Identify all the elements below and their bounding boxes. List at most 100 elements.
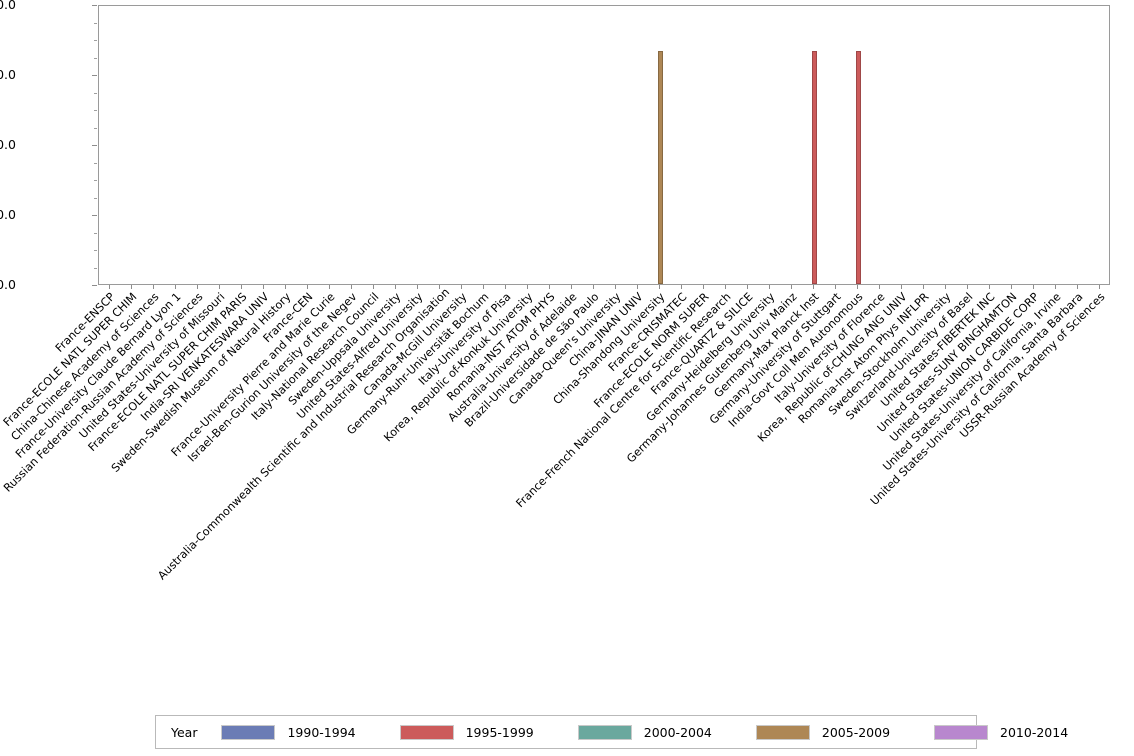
x-tick-mark — [835, 285, 836, 289]
legend-swatch — [221, 724, 276, 740]
bar[interactable] — [811, 50, 817, 284]
x-tick-label: France-ENSCP — [52, 290, 118, 355]
x-tick-label: Switzerland-University of Basel — [843, 290, 976, 423]
y-tick-mark — [92, 75, 97, 76]
x-tick-label: Germany-Johannes Gutenberg Univ Mainz — [624, 290, 800, 466]
legend-label: 1995-1999 — [465, 724, 534, 740]
bar[interactable] — [657, 50, 663, 284]
y-tick-minor-mark — [94, 162, 97, 164]
x-tick-label: United States-University of California, … — [880, 290, 1064, 474]
x-tick-mark — [131, 285, 132, 289]
legend-label: 2010-2014 — [1000, 724, 1069, 740]
x-tick-mark — [703, 285, 704, 289]
x-tick-label: India-SRI VENKATESWARA UNIV — [138, 290, 272, 424]
x-tick-label: Germany-University of Stuttgart — [707, 290, 844, 427]
x-tick-mark — [285, 285, 286, 289]
x-tick-mark — [549, 285, 550, 289]
legend-entry[interactable]: 2010-2014 — [934, 724, 1112, 740]
x-tick-mark — [769, 285, 770, 289]
x-tick-mark — [505, 285, 506, 289]
x-tick-label: Israel-Ben-Gurion University of the Nege… — [185, 290, 360, 465]
x-tick-label: France-CRISMATEC — [605, 290, 690, 374]
y-tick-minor-mark — [94, 92, 97, 94]
legend-entry[interactable]: 2005-2009 — [755, 724, 934, 740]
x-tick-mark — [637, 285, 638, 289]
bar[interactable] — [855, 50, 861, 284]
x-tick-mark — [109, 285, 110, 289]
legend-label: 1990-1994 — [287, 724, 356, 740]
x-tick-label: France-ECOLE NORM SUPER — [591, 290, 712, 411]
x-tick-mark — [659, 285, 660, 289]
y-tick-minor-mark — [94, 40, 97, 41]
x-tick-label: France-CEN — [260, 290, 316, 346]
x-tick-label: Russian Federation-Russian Academy of Sc… — [1, 290, 206, 495]
x-tick-label: Romania-Inst Atom Phys INFLPR — [795, 290, 932, 427]
x-tick-mark — [527, 285, 528, 289]
x-tick-label: Australia-University of Adelaide — [445, 290, 580, 425]
x-tick-label: Sweden-Uppsala University — [285, 290, 404, 408]
x-tick-label: France-QUARTZ & SILICE — [648, 290, 756, 398]
x-tick-mark — [967, 285, 968, 289]
x-tick-label: France-University Claude Bernard Lyon 1 — [13, 290, 184, 461]
x-tick-mark — [439, 285, 440, 289]
y-tick-label: 0.0 — [0, 277, 16, 292]
y-tick-minor-mark — [94, 110, 97, 111]
y-tick-label: 20.0 — [0, 137, 16, 152]
y-axis-title-wrapper: Shr. of top10 publ., frac (%) — [14, 8, 28, 288]
x-tick-label: France-University Pierre and Marie Curie — [168, 290, 338, 460]
plot-area — [99, 6, 1109, 284]
x-tick-mark — [791, 285, 792, 289]
y-tick-label: 30.0 — [0, 67, 16, 82]
x-tick-mark — [219, 285, 220, 289]
x-tick-mark — [989, 285, 990, 289]
x-tick-mark — [857, 285, 858, 289]
x-tick-label: Brazil-Universidade de São Paulo — [462, 290, 602, 430]
x-tick-mark — [461, 285, 462, 289]
x-tick-label: USSR-Russian Academy of Sciences — [957, 290, 1108, 441]
x-tick-label: Korea, Republic of-Konkuk University — [381, 290, 536, 445]
x-tick-label: India-Govt Coll Men Autonomous — [726, 290, 866, 430]
x-tick-label: France-ECOLE NATL SUPER CHIM PARIS — [85, 290, 250, 455]
x-tick-label: China-Chinese Academy of Sciences — [8, 290, 162, 444]
y-tick-minor-mark — [94, 232, 97, 234]
x-tick-mark — [351, 285, 352, 289]
legend-swatch — [577, 724, 632, 740]
y-tick-minor-mark — [94, 127, 97, 129]
y-tick-mark — [92, 145, 97, 146]
legend-entry[interactable]: 1990-1994 — [221, 724, 399, 740]
x-tick-mark — [901, 285, 902, 289]
x-tick-label: Italy-National Research Council — [248, 290, 382, 423]
x-tick-mark — [593, 285, 594, 289]
y-tick-mark — [92, 5, 97, 6]
x-tick-mark — [307, 285, 308, 289]
legend-entry[interactable]: 1995-1999 — [399, 724, 578, 740]
x-tick-mark — [175, 285, 176, 289]
x-tick-mark — [615, 285, 616, 289]
legend: Year 1990-1994 1995-1999 2000-2004 2005-200… — [155, 715, 1068, 749]
x-tick-mark — [329, 285, 330, 289]
x-tick-label: Canada-Queen's University — [506, 290, 624, 408]
x-tick-mark — [571, 285, 572, 289]
legend-label: 2005-2009 — [821, 724, 891, 740]
x-tick-label: Sweden-Swedish Museum of Natural History — [108, 290, 294, 475]
x-tick-label: Canada-McGill University — [361, 290, 470, 399]
x-tick-label: United States-University of California, … — [867, 290, 1086, 508]
x-tick-label: United States-SUNY BINGHAMTON — [874, 290, 1020, 435]
x-tick-mark — [197, 285, 198, 289]
x-tick-label: China-Shandong University — [550, 290, 668, 408]
y-tick-minor-mark — [94, 57, 97, 59]
x-tick-mark — [395, 285, 396, 289]
x-tick-mark — [813, 285, 814, 289]
y-tick-minor-mark — [94, 250, 97, 251]
y-tick-minor-mark — [94, 197, 97, 199]
x-tick-mark — [725, 285, 726, 289]
legend-label: 2000-2004 — [643, 724, 712, 740]
legend-entry[interactable]: 2000-2004 — [577, 724, 756, 740]
x-tick-label: China-JINAN UNIV — [566, 290, 646, 370]
x-tick-label: Germany-Ruhr-Universität Bochum — [344, 290, 492, 438]
x-tick-mark — [923, 285, 924, 289]
y-tick-mark — [92, 215, 97, 216]
x-tick-mark — [879, 285, 880, 289]
x-tick-label: France-French National Centre for Scient… — [513, 290, 734, 511]
legend-entries: 1990-1994 1995-1999 2000-2004 2005-2009 2010… — [221, 724, 1112, 740]
